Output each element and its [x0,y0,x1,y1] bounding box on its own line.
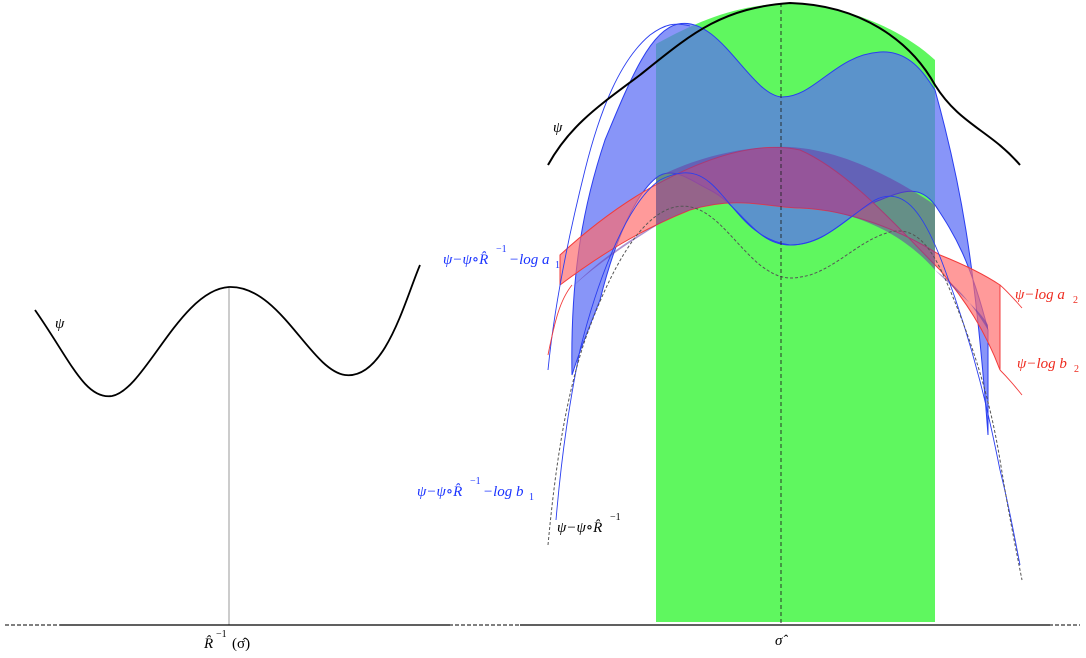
label-blue-upper: ψ−ψ∘R̂ −1 −log a 1 [443,244,560,271]
blue-envelope-upper [547,23,691,371]
svg-text:ψ−ψ∘R̂: ψ−ψ∘R̂ [557,520,602,536]
svg-text:−log a: −log a [509,252,550,268]
label-red-lower: ψ−log b 2 [1017,356,1079,375]
svg-text:(σ̂): (σ̂) [232,636,250,652]
psi-curve-left [34,264,421,398]
svg-text:R̂: R̂ [203,636,213,652]
svg-text:ψ−ψ∘R̂: ψ−ψ∘R̂ [443,252,488,268]
svg-text:−log b: −log b [483,484,524,500]
svg-text:−1: −1 [496,244,507,255]
svg-text:1: 1 [529,492,534,503]
svg-text:−1: −1 [216,629,227,640]
axis-label-left: R̂ −1 (σ̂) [203,629,250,652]
svg-text:−1: −1 [610,512,621,523]
label-blue-lower: ψ−ψ∘R̂ −1 −log b 1 [417,476,534,503]
svg-text:2: 2 [1073,295,1078,306]
svg-text:ψ−log b: ψ−log b [1017,356,1067,372]
red-envelope [547,284,1023,396]
label-dashed: ψ−ψ∘R̂ −1 [557,512,621,536]
label-red-upper: ψ−log a 2 [1015,287,1078,306]
axis-label-right: σ̂ [775,633,788,649]
svg-text:ψ−log a: ψ−log a [1015,287,1065,303]
svg-text:ψ−ψ∘R̂: ψ−ψ∘R̂ [417,484,462,500]
label-psi-right: ψ [553,120,563,136]
svg-text:2: 2 [1074,364,1079,375]
psi-curve-right [547,1,1021,166]
svg-text:−1: −1 [470,476,481,487]
dashed-curve [547,205,1023,581]
blue-envelope-lower [555,172,1021,566]
label-psi-left: ψ [55,316,65,332]
purple-overlap [572,146,988,330]
svg-text:1: 1 [555,260,560,271]
